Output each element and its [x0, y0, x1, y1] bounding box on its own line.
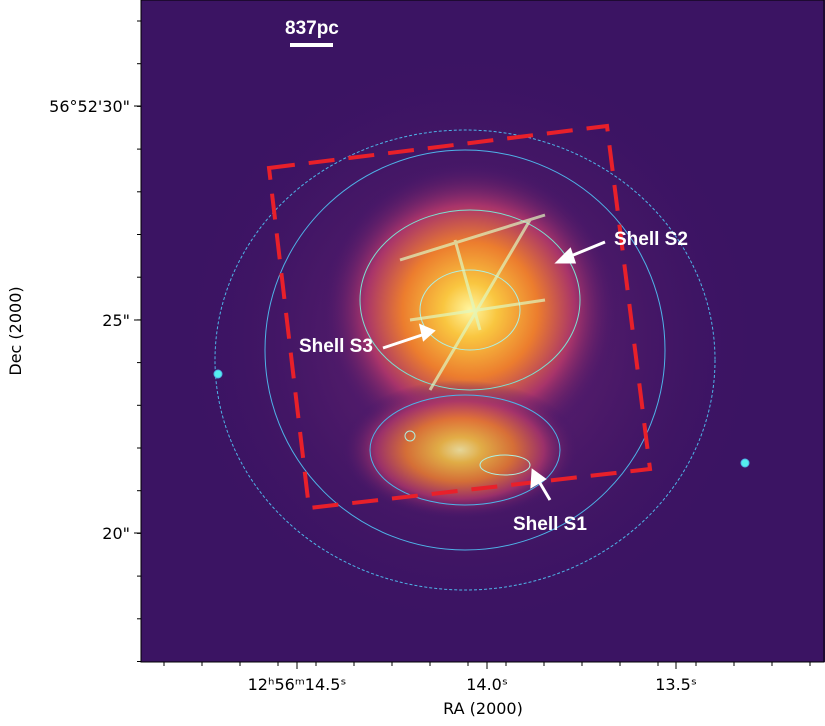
contours — [213, 129, 750, 591]
axes-frame — [140, 0, 825, 663]
y-tick-label: 25" — [102, 311, 130, 330]
annotation: Shell S3 — [299, 336, 373, 357]
scale-bar-label: 837pc — [285, 18, 339, 39]
x-tick-label: 12ʰ56ᵐ14.5ˢ — [248, 675, 347, 694]
x-tick-label: 14.0ˢ — [466, 675, 508, 694]
image — [141, 0, 825, 662]
y-axis-label: Dec (2000) — [6, 286, 25, 375]
y-tick-label: 20" — [102, 524, 130, 543]
x-tick-label: 13.5ˢ — [655, 675, 697, 694]
annotation: Shell S1 — [513, 514, 587, 535]
x-axis-label: RA (2000) — [443, 699, 523, 718]
annotation: Shell S2 — [614, 229, 688, 250]
y-tick-label: 56°52'30" — [49, 97, 130, 116]
